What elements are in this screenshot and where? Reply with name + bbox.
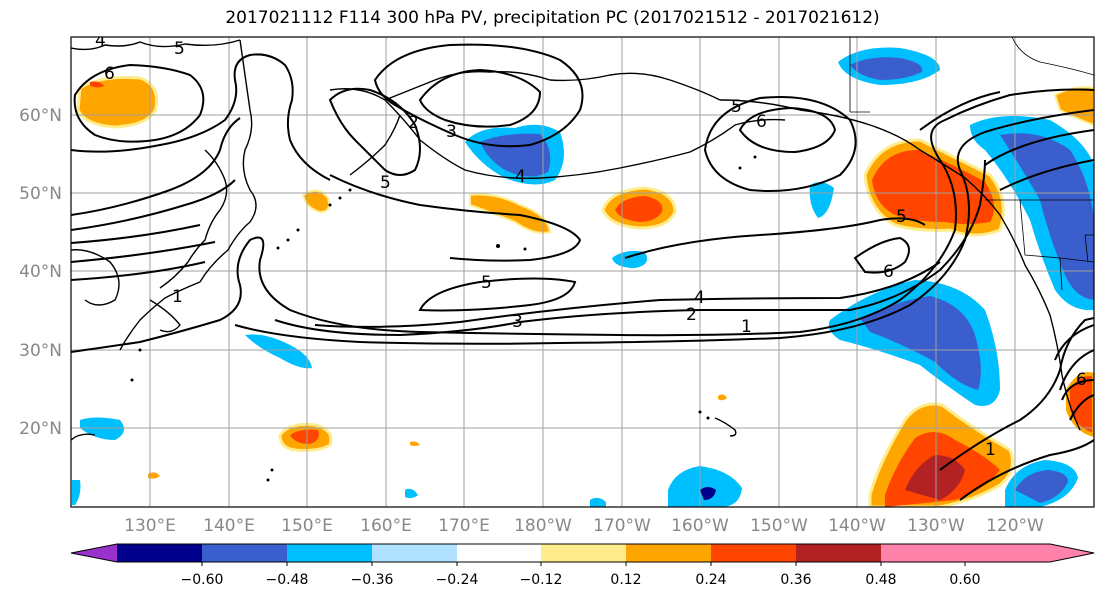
lat-label: 60°N — [19, 106, 62, 126]
precip-patch — [612, 250, 648, 268]
precip-patch — [290, 429, 319, 444]
contour-label: 4 — [694, 288, 705, 308]
precip-patch — [405, 488, 418, 499]
lon-label: 140°W — [828, 516, 886, 536]
contour-label: 6 — [883, 262, 894, 282]
precip-patch — [90, 81, 104, 88]
lon-label: 180°W — [514, 516, 572, 536]
contour-label: 6 — [1076, 370, 1087, 390]
colorbar-tick-label: −0.12 — [520, 572, 563, 588]
lon-label: 120°W — [986, 516, 1044, 536]
colorbar-extend-low — [71, 544, 117, 562]
map-title: 2017021112 F114 300 hPa PV, precipitatio… — [225, 8, 880, 28]
contour-labels: 4 5 6 3 2 5 4 1 5 3 2 4 1 5 6 6 5 1 6 — [95, 31, 1087, 460]
precip-patch — [410, 441, 420, 446]
colorbar-segment — [796, 544, 881, 562]
precip-patch — [718, 394, 727, 401]
precip-patch — [72, 480, 81, 505]
pv-contours — [71, 43, 1094, 501]
colorbar-segment — [117, 544, 202, 562]
precip-patch — [668, 466, 742, 507]
contour-label: 4 — [95, 31, 106, 51]
contour-label: 2 — [408, 113, 419, 133]
contour-label: 4 — [515, 167, 526, 187]
colorbar-segment — [711, 544, 796, 562]
colorbar-tick-label: 0.24 — [695, 572, 726, 588]
colorbar-segment — [965, 544, 1050, 562]
contour-label: 1 — [741, 317, 752, 337]
map-frame — [70, 36, 1095, 508]
colorbar-outline — [70, 543, 1095, 563]
lon-label: 140°E — [203, 516, 255, 536]
contour-label: 5 — [380, 173, 391, 193]
lon-label: 130°W — [907, 516, 965, 536]
colorbar-segment — [541, 544, 626, 562]
colorbar-tick-label: −0.48 — [266, 572, 309, 588]
precip-patch — [301, 189, 330, 214]
precip-patch — [809, 182, 834, 218]
colorbar-tick-label: 0.60 — [949, 572, 980, 588]
colorbar: −0.60 −0.48 −0.36 −0.24 −0.12 0.12 0.24 … — [70, 543, 1095, 588]
lat-label: 30°N — [19, 341, 62, 361]
lon-label: 170°W — [593, 516, 651, 536]
colorbar-segment — [372, 544, 457, 562]
colorbar-tick-label: 0.48 — [865, 572, 896, 588]
precip-patch — [1015, 470, 1068, 503]
islands — [130, 155, 757, 482]
colorbar-segment — [202, 544, 287, 562]
contour-label: 5 — [896, 207, 907, 227]
colorbar-tick-label: 0.12 — [610, 572, 641, 588]
longitude-labels: 130°E 140°E 150°E 160°E 170°E 180°W 170°… — [124, 516, 1044, 536]
lat-label: 50°N — [19, 184, 62, 204]
colorbar-segment — [881, 544, 965, 562]
lon-label: 160°E — [360, 516, 412, 536]
contour-label: 3 — [446, 122, 457, 142]
contour-label: 5 — [731, 97, 742, 117]
lon-label: 170°E — [438, 516, 490, 536]
colorbar-tick-label: −0.60 — [181, 572, 224, 588]
contour-label: 3 — [512, 312, 523, 332]
precip-patch — [148, 472, 160, 479]
precip-patch — [1000, 133, 1094, 300]
colorbar-segment — [626, 544, 711, 562]
precip-patch — [850, 57, 923, 80]
precip-patch — [245, 334, 312, 369]
colorbar-tick-label: 0.36 — [780, 572, 811, 588]
lat-label: 20°N — [19, 419, 62, 439]
colorbar-tick-label: −0.24 — [436, 572, 479, 588]
contour-label: 5 — [174, 39, 185, 59]
precip-patch — [76, 76, 159, 129]
colorbar-segment — [287, 544, 372, 562]
lon-label: 160°W — [671, 516, 729, 536]
contour-label: 2 — [686, 305, 697, 325]
borders — [849, 37, 1094, 291]
precip-patch — [872, 150, 994, 224]
contour-label: 1 — [172, 287, 183, 307]
colorbar-segment — [457, 544, 541, 562]
contour-label: 5 — [481, 273, 492, 293]
lon-label: 150°W — [750, 516, 808, 536]
contour-label: 6 — [104, 64, 115, 84]
precip-patch — [860, 296, 981, 390]
lon-label: 130°E — [124, 516, 176, 536]
precip-patch — [590, 497, 606, 507]
contour-label: 1 — [985, 440, 996, 460]
colorbar-tick-label: −0.36 — [351, 572, 394, 588]
lat-label: 40°N — [19, 262, 62, 282]
contour-label: 6 — [756, 112, 767, 132]
latitude-labels: 60°N 50°N 40°N 30°N 20°N — [19, 106, 62, 439]
lon-label: 150°E — [281, 516, 333, 536]
precip-patch — [700, 487, 716, 500]
precip-patch — [905, 455, 965, 500]
precip-patch — [615, 196, 663, 222]
